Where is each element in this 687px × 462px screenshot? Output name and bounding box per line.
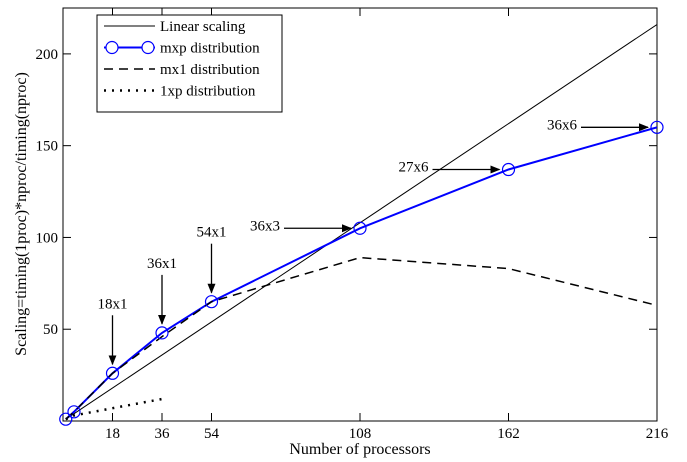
x-tick-label: 18 bbox=[105, 426, 120, 442]
x-tick-label: 216 bbox=[646, 426, 669, 442]
legend-box bbox=[96, 14, 283, 113]
legend-label: 1xp distribution bbox=[160, 84, 256, 100]
annotation-label: 36x6 bbox=[547, 117, 578, 133]
legend: Linear scaling mxp distribution mx1 distri… bbox=[96, 14, 283, 113]
data-point bbox=[353, 221, 367, 235]
legend-marker bbox=[105, 40, 119, 55]
legend-marker bbox=[141, 40, 155, 55]
legend-label: mxp distribution bbox=[160, 41, 260, 57]
data-point bbox=[650, 120, 664, 134]
x-tick-label: 54 bbox=[204, 426, 220, 442]
data-point bbox=[155, 326, 169, 340]
annotations-layer: 18x1 36x1 54x1 36x3 27x6 36x6 bbox=[98, 117, 649, 366]
data-point bbox=[501, 162, 516, 177]
data-point bbox=[67, 405, 81, 419]
annotation-label: 36x1 bbox=[147, 256, 177, 272]
x-axis-label: Number of processors bbox=[289, 441, 430, 458]
legend-label: Linear scaling bbox=[160, 19, 246, 35]
annotation-label: 36x3 bbox=[250, 218, 280, 234]
series-line-3 bbox=[65, 397, 163, 421]
data-point bbox=[105, 366, 120, 380]
annotation-label: 18x1 bbox=[98, 296, 128, 312]
data-point bbox=[204, 295, 219, 309]
series-line-2 bbox=[65, 256, 657, 420]
legend-label: mx1 distribution bbox=[160, 62, 260, 78]
x-tick-label: 108 bbox=[349, 426, 372, 442]
annotation-label: 27x6 bbox=[399, 160, 430, 176]
y-tick-label: 200 bbox=[36, 47, 59, 63]
markers-layer bbox=[59, 120, 664, 426]
x-tick-label: 162 bbox=[497, 426, 520, 442]
y-tick-label: 50 bbox=[43, 322, 58, 338]
data-point bbox=[59, 412, 73, 426]
axis-ticks: 18 36 54 108 162 216 50 100 150 200 bbox=[36, 8, 669, 442]
y-tick-label: 150 bbox=[36, 139, 59, 155]
y-tick-label: 100 bbox=[36, 230, 59, 246]
series-line-1 bbox=[65, 126, 657, 420]
x-tick-label: 36 bbox=[155, 426, 171, 442]
annotation-label: 54x1 bbox=[197, 225, 227, 241]
y-axis-label: Scaling=timing(1proc)*nproc/timing(nproc… bbox=[13, 72, 30, 356]
